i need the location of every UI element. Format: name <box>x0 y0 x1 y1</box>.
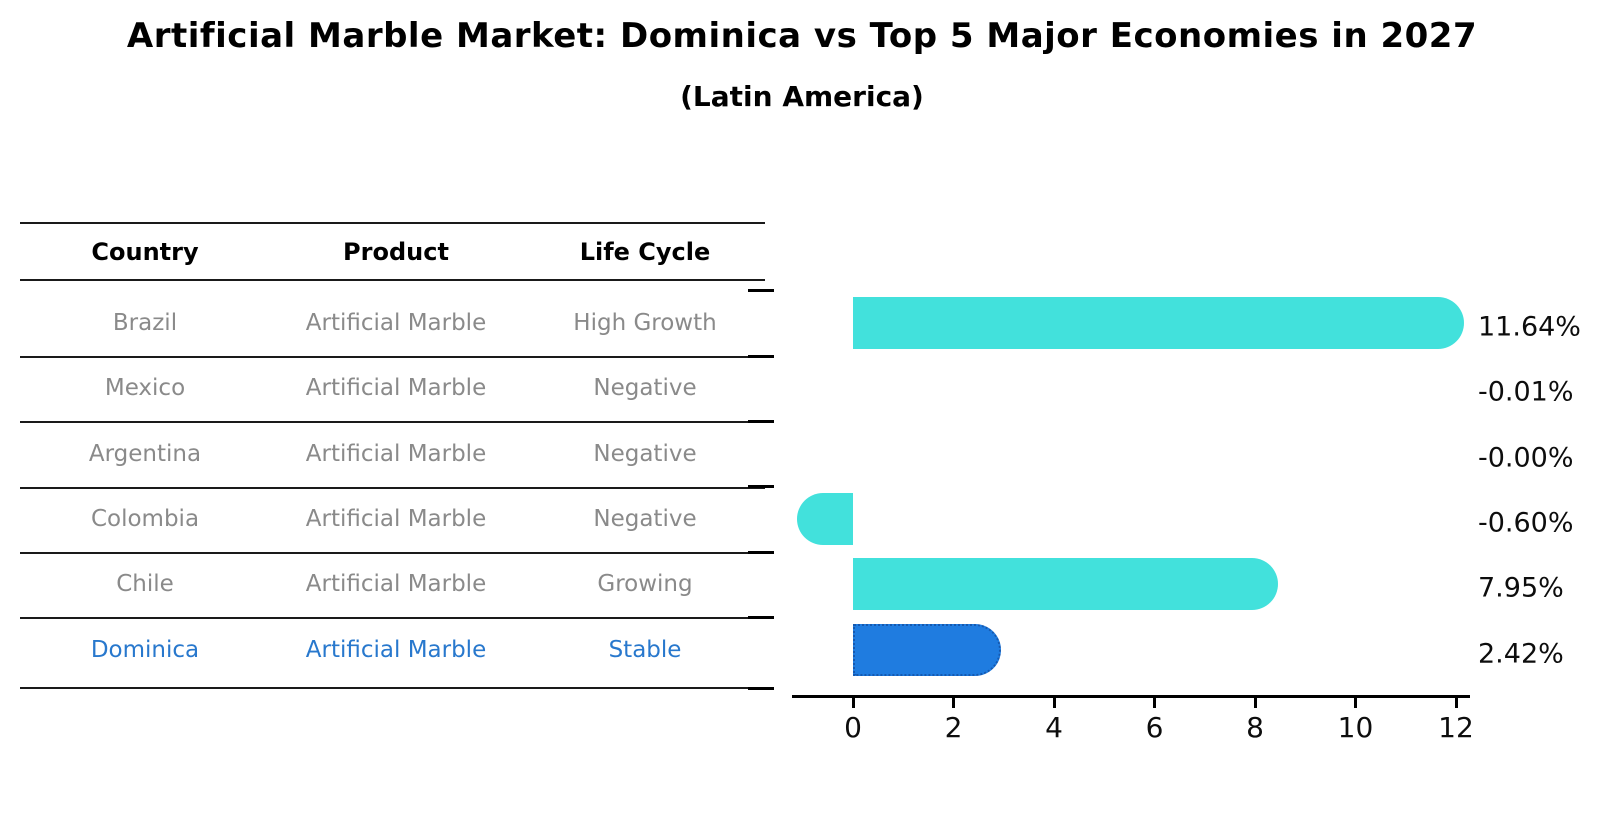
table-cell-country: Chile <box>116 571 174 598</box>
x-tick-label: 2 <box>944 711 963 744</box>
table-cell-country: Mexico <box>104 375 186 402</box>
page-title: Artificial Marble Market: Dominica vs To… <box>126 16 1478 56</box>
table-cell-product: Artificial Marble <box>305 310 487 336</box>
table-row-separator <box>20 617 765 620</box>
table-row-separator <box>20 486 765 489</box>
x-tick-label: 0 <box>844 711 862 744</box>
table-cell-country: Dominica <box>90 636 200 663</box>
table-cell-product: Artificial Marble <box>305 375 487 402</box>
x-axis-tick <box>1153 698 1156 708</box>
x-axis-tick <box>952 698 955 708</box>
table-header-country: Country <box>91 238 199 266</box>
y-axis-tick <box>748 419 774 423</box>
x-tick-label: 8 <box>1246 711 1264 744</box>
x-tick-label: 12 <box>1438 711 1474 744</box>
table-row-separator <box>20 421 765 424</box>
bar-value-label: -0.01% <box>1478 376 1574 408</box>
table-cell-product: Artificial Marble <box>305 505 487 532</box>
y-axis-tick <box>748 354 774 358</box>
x-axis-tick <box>851 698 855 708</box>
table-header-product: Product <box>343 238 449 266</box>
bar-value-label: 7.95% <box>1478 572 1564 604</box>
table-cell-life_cycle: High Growth <box>573 310 717 336</box>
table-cell-product: Artificial Marble <box>305 440 487 467</box>
y-axis-tick <box>748 686 774 690</box>
table-cell-life_cycle: Growing <box>597 571 693 598</box>
bar-chile <box>853 558 1279 611</box>
table-cell-country: Argentina <box>88 440 202 467</box>
x-axis-tick <box>1052 698 1056 708</box>
table-header-separator <box>20 279 765 281</box>
table-cell-life_cycle: Negative <box>593 440 697 467</box>
x-axis-tick <box>1253 698 1257 708</box>
bar-value-label: -0.60% <box>1478 507 1574 539</box>
bar-value-label: 11.64% <box>1478 311 1581 343</box>
table-row-separator <box>20 356 765 359</box>
y-axis-tick <box>748 289 774 293</box>
x-tick-label: 10 <box>1337 711 1374 744</box>
table-cell-life_cycle: Stable <box>608 636 682 663</box>
x-axis-tick <box>1354 698 1357 708</box>
x-axis-tick <box>1454 698 1458 708</box>
table-header-life-cycle: Life Cycle <box>579 238 711 266</box>
bar-colombia <box>796 492 853 545</box>
page-subtitle: (Latin America) <box>680 80 924 113</box>
table-cell-country: Colombia <box>90 505 200 532</box>
y-axis-tick <box>748 550 774 554</box>
table-row-separator <box>20 552 765 555</box>
x-tick-label: 6 <box>1145 711 1164 744</box>
y-axis-tick <box>748 485 774 489</box>
bar-value-label: -0.00% <box>1478 442 1574 474</box>
x-tick-label: 4 <box>1045 711 1063 744</box>
bar-value-label: 2.42% <box>1478 638 1564 669</box>
table-top-line <box>20 222 765 224</box>
table-cell-product: Artificial Marble <box>305 636 487 663</box>
table-cell-country: Brazil <box>112 310 178 336</box>
table-cell-life_cycle: Negative <box>593 505 697 532</box>
x-axis-line <box>792 695 1470 698</box>
y-axis-tick <box>748 615 774 619</box>
bar-brazil <box>853 297 1464 349</box>
table-cell-product: Artificial Marble <box>305 571 487 598</box>
table-bottom-line <box>20 687 765 689</box>
table-cell-life_cycle: Negative <box>593 375 697 402</box>
bar-dominica <box>853 623 1001 676</box>
